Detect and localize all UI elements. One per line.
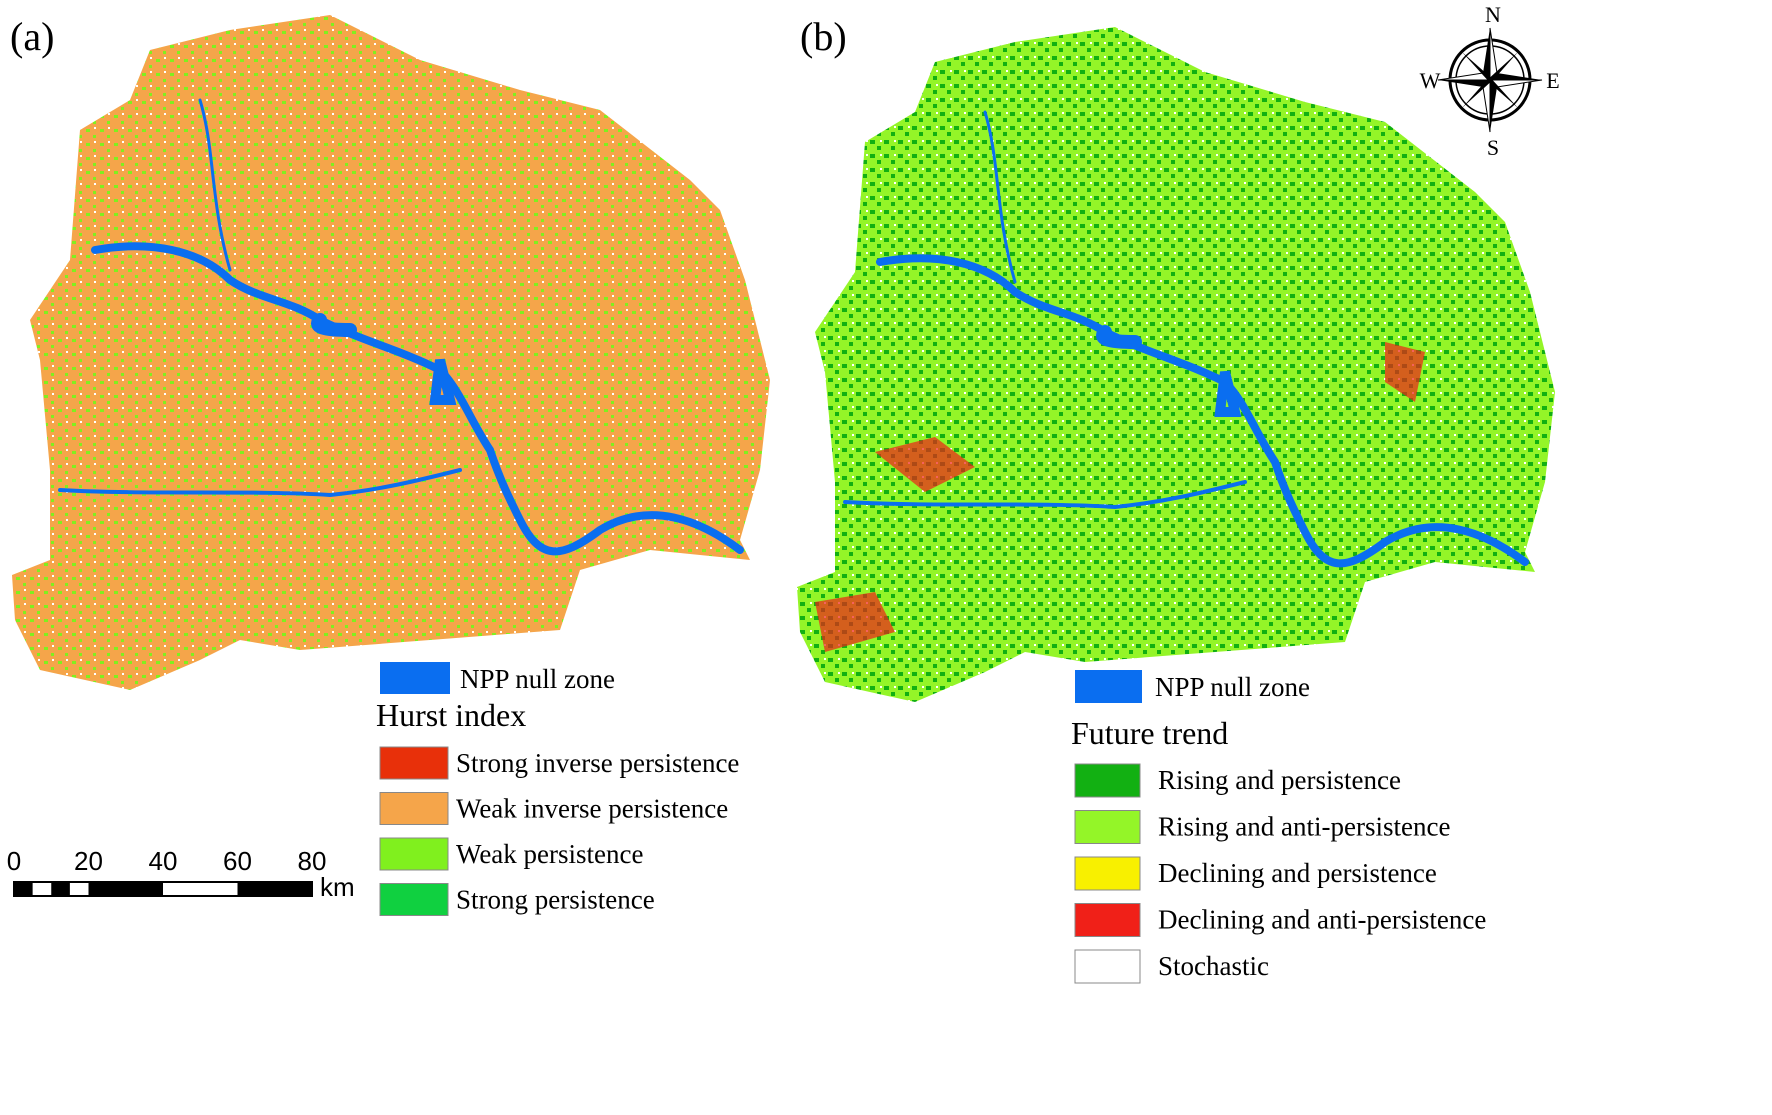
legend-label: NPP null zone [1155,672,1310,702]
legend-label: Rising and anti-persistence [1158,812,1450,842]
scale-label: 0 [7,846,21,876]
legend-label: Weak inverse persistence [456,794,728,824]
scale-bar-segment [237,882,312,896]
legend-label: Declining and persistence [1158,858,1437,888]
legend-label: NPP null zone [460,664,615,694]
legend-swatch [379,746,449,780]
legend-swatch [1075,670,1142,703]
legend-label: Rising and persistence [1158,765,1401,795]
scale-bar-segment [88,882,163,896]
compass-north: N [1485,2,1501,27]
scale-label: 80 [298,846,327,876]
legend-swatch [379,837,449,871]
scale-bar-segment [14,882,33,896]
legend-swatch [1074,810,1141,844]
legend-label: Strong persistence [456,885,655,915]
compass-south: S [1487,135,1499,160]
legend-swatch [1074,856,1141,891]
map-b [797,27,1555,702]
legend-label: Stochastic [1158,951,1269,981]
legend-swatch [1074,903,1141,937]
legend-swatch [379,792,449,825]
scale-label: 20 [74,846,103,876]
legend-label: Declining and anti-persistence [1158,905,1486,935]
legend-title: Hurst index [376,697,526,733]
compass [1437,27,1543,133]
compass-west: W [1420,68,1441,93]
scale-label: 40 [149,846,178,876]
scale-unit: km [320,872,355,902]
legend-title: Future trend [1071,715,1228,751]
legend-label: Strong inverse persistence [456,748,739,778]
scale-bar-segment [51,882,70,896]
legend-swatch [380,662,450,694]
legend-swatch [379,883,449,916]
legend-swatch [1074,763,1141,798]
panel-label: (a) [10,14,54,59]
legend-swatch [1074,949,1141,984]
legend-label: Weak persistence [456,839,644,869]
compass-east: E [1546,68,1559,93]
panel-label: (b) [800,14,847,59]
scale-label: 60 [223,846,252,876]
map-a [12,15,770,690]
